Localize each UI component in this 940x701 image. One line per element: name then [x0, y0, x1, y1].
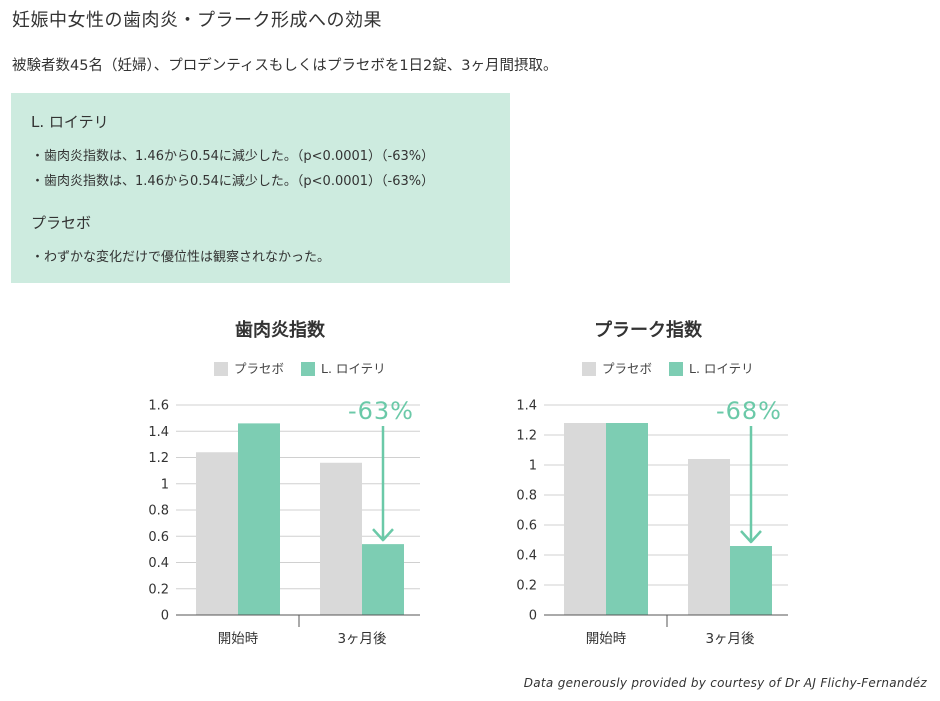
- legend-swatch-placebo: [214, 362, 228, 376]
- x-category-label: 開始時: [218, 631, 259, 647]
- y-tick-label: 0.8: [148, 504, 169, 519]
- data-credit: Data generously provided by courtesy of …: [523, 676, 927, 690]
- y-tick-label: 1.6: [148, 399, 169, 414]
- legend-label: プラセボ: [602, 361, 652, 376]
- bar-reuteri-1: [362, 544, 404, 615]
- bar-placebo-1: [688, 459, 730, 615]
- x-category-label: 開始時: [586, 631, 627, 647]
- legend-label: L. ロイテリ: [689, 361, 754, 376]
- y-tick-label: 1: [161, 477, 169, 492]
- bar-reuteri-1: [730, 546, 772, 615]
- group-heading: L. ロイテリ: [31, 113, 109, 131]
- legend-swatch-reuteri: [301, 362, 315, 376]
- bar-placebo-0: [196, 452, 238, 615]
- y-tick-label: 0: [161, 609, 169, 624]
- y-tick-label: 0: [529, 609, 537, 624]
- y-tick-label: 1: [529, 459, 537, 474]
- page-title: 妊娠中女性の歯肉炎・プラーク形成への効果: [12, 10, 382, 31]
- chart-title: プラーク指数: [594, 319, 703, 341]
- bar-reuteri-0: [606, 423, 648, 615]
- bullet-item: わずかな変化だけで優位性は観察されなかった。: [31, 245, 510, 270]
- reduction-arrow-head: [372, 528, 394, 542]
- y-tick-label: 0.2: [516, 579, 537, 594]
- bullet-item: 歯肉炎指数は、1.46から0.54に減少した。（p<0.0001）（-63%）: [31, 169, 510, 194]
- chart-title: 歯肉炎指数: [235, 319, 326, 341]
- result-group-reuteri: L. ロイテリ 歯肉炎指数は、1.46から0.54に減少した。（p<0.0001…: [31, 111, 510, 194]
- x-category-label: 3ヶ月後: [337, 631, 387, 647]
- legend-swatch-placebo: [582, 362, 596, 376]
- y-tick-label: 0.4: [148, 556, 169, 571]
- group-heading: プラセボ: [31, 214, 92, 232]
- y-tick-label: 1.2: [516, 429, 537, 444]
- bullet-item: 歯肉炎指数は、1.46から0.54に減少した。（p<0.0001）（-63%）: [31, 144, 510, 169]
- result-group-placebo: プラセボ わずかな変化だけで優位性は観察されなかった。: [31, 212, 510, 270]
- reduction-label: -63%: [348, 397, 414, 425]
- y-tick-label: 0.6: [516, 519, 537, 534]
- bar-placebo-0: [564, 423, 606, 615]
- bullet-list: わずかな変化だけで優位性は観察されなかった。: [31, 245, 510, 270]
- bar-placebo-1: [320, 462, 362, 615]
- bar-reuteri-0: [238, 423, 280, 615]
- bullet-list: 歯肉炎指数は、1.46から0.54に減少した。（p<0.0001）（-63%） …: [31, 144, 510, 194]
- y-tick-label: 0.4: [516, 549, 537, 564]
- y-tick-label: 0.8: [516, 489, 537, 504]
- x-category-label: 3ヶ月後: [705, 631, 755, 647]
- results-summary-box: L. ロイテリ 歯肉炎指数は、1.46から0.54に減少した。（p<0.0001…: [11, 93, 510, 283]
- y-tick-label: 1.4: [148, 425, 169, 440]
- reduction-label: -68%: [716, 397, 782, 425]
- legend-label: プラセボ: [234, 361, 284, 376]
- y-tick-label: 1.2: [148, 451, 169, 466]
- y-tick-label: 0.6: [148, 530, 169, 545]
- page-subtitle: 被験者数45名（妊婦）、プロデンティスもしくはプラセボを1日2錠、3ヶ月間摂取。: [12, 58, 558, 74]
- reduction-arrow-head: [740, 530, 762, 544]
- y-tick-label: 1.4: [516, 399, 537, 414]
- legend-swatch-reuteri: [669, 362, 683, 376]
- y-tick-label: 0.2: [148, 582, 169, 597]
- legend-label: L. ロイテリ: [321, 361, 386, 376]
